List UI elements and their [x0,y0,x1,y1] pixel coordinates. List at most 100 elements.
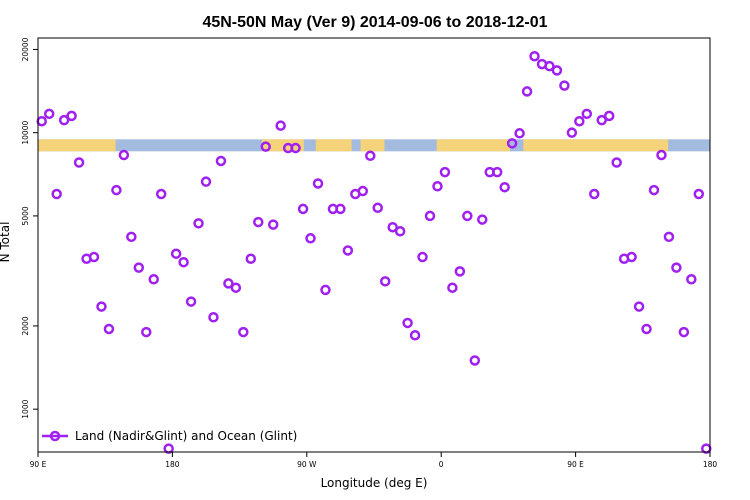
data-point [66,110,77,122]
data-point [611,157,622,168]
x-axis-label: Longitude (deg E) [321,476,428,490]
data-point [126,231,137,243]
data-point [43,108,55,120]
data-point [514,128,525,139]
data-point [387,221,398,233]
data-point [133,262,145,273]
data-point [155,188,167,200]
data-point [596,114,607,126]
data-point [342,245,354,256]
data-point [141,326,152,338]
data-point [379,276,391,287]
land-strip [523,139,669,152]
data-point [544,60,555,72]
data-point [693,188,705,200]
data-point [633,301,645,312]
data-point [36,115,47,127]
data-point [208,312,219,323]
y-tick-label: 1000 [21,399,30,418]
land-strip [315,139,352,152]
data-point [603,110,615,122]
chart-title: 45N-50N May (Ver 9) 2014-09-06 to 2018-1… [202,14,547,31]
data-point [267,219,279,230]
data-point [529,50,540,62]
data-point [663,231,675,243]
y-tick-label: 5000 [21,206,30,225]
data-point [238,326,249,338]
data-point [297,203,309,215]
data-point [193,218,204,229]
data-point [223,278,234,289]
data-point [305,233,316,244]
y-axis: 1000 2000 5000 10000 20000 [21,37,38,419]
x-tick-label: 180 [703,460,718,469]
data-point [275,120,286,131]
data-point [357,185,369,197]
data-point [260,141,271,152]
data-point [118,149,130,161]
legend-marker [49,430,61,442]
y-tick-label: 2000 [21,316,30,335]
data-point [626,251,637,263]
data-point [103,323,115,335]
surface-strip [38,139,710,152]
data-point [581,108,593,120]
data-point [686,274,697,285]
data-point [641,323,652,335]
data-point [230,282,242,293]
land-strip [38,139,116,152]
data-point [432,181,443,192]
x-tick-label: 180 [165,460,180,469]
data-points [36,50,712,454]
data-point [574,115,585,127]
data-point [163,443,174,454]
data-point [73,157,85,168]
data-point [447,282,458,293]
data-point [170,248,182,259]
data-point [439,166,451,178]
data-point [589,188,600,200]
data-point [499,181,510,193]
plot-frame [37,37,711,453]
data-point [656,149,667,161]
data-point [320,284,331,296]
data-point [58,114,70,126]
y-axis-label: N Total [0,222,12,263]
data-point [185,296,197,307]
data-point [253,216,264,228]
data-point [409,330,421,341]
x-tick-label: 90 E [567,460,584,469]
data-point [312,178,324,189]
data-point [454,266,466,277]
x-tick-label: 90 E [30,460,47,469]
data-point [424,210,436,222]
data-point [148,274,159,285]
legend-entry: Land (Nadir&Glint) and Ocean (Glint) [75,429,297,443]
y-tick-label: 20000 [21,37,30,61]
data-point [521,86,533,97]
data-point [559,80,570,91]
data-point [111,184,122,196]
data-point [678,326,690,338]
x-tick-label: 0 [439,460,444,469]
data-point [417,251,428,263]
data-point [96,301,107,312]
data-point [477,214,488,225]
data-point [200,176,212,187]
data-point [701,443,712,454]
data-point [365,150,376,162]
data-point [648,184,660,196]
data-point [671,262,682,273]
data-point [491,166,503,178]
land-strip [360,139,385,152]
data-point [462,210,473,222]
data-point [245,253,257,264]
data-point [394,226,406,237]
data-point [178,256,189,268]
data-point [551,65,563,76]
data-point [215,155,227,167]
data-point [372,202,383,214]
y-tick-label: 10000 [21,121,30,145]
data-point [51,188,62,200]
